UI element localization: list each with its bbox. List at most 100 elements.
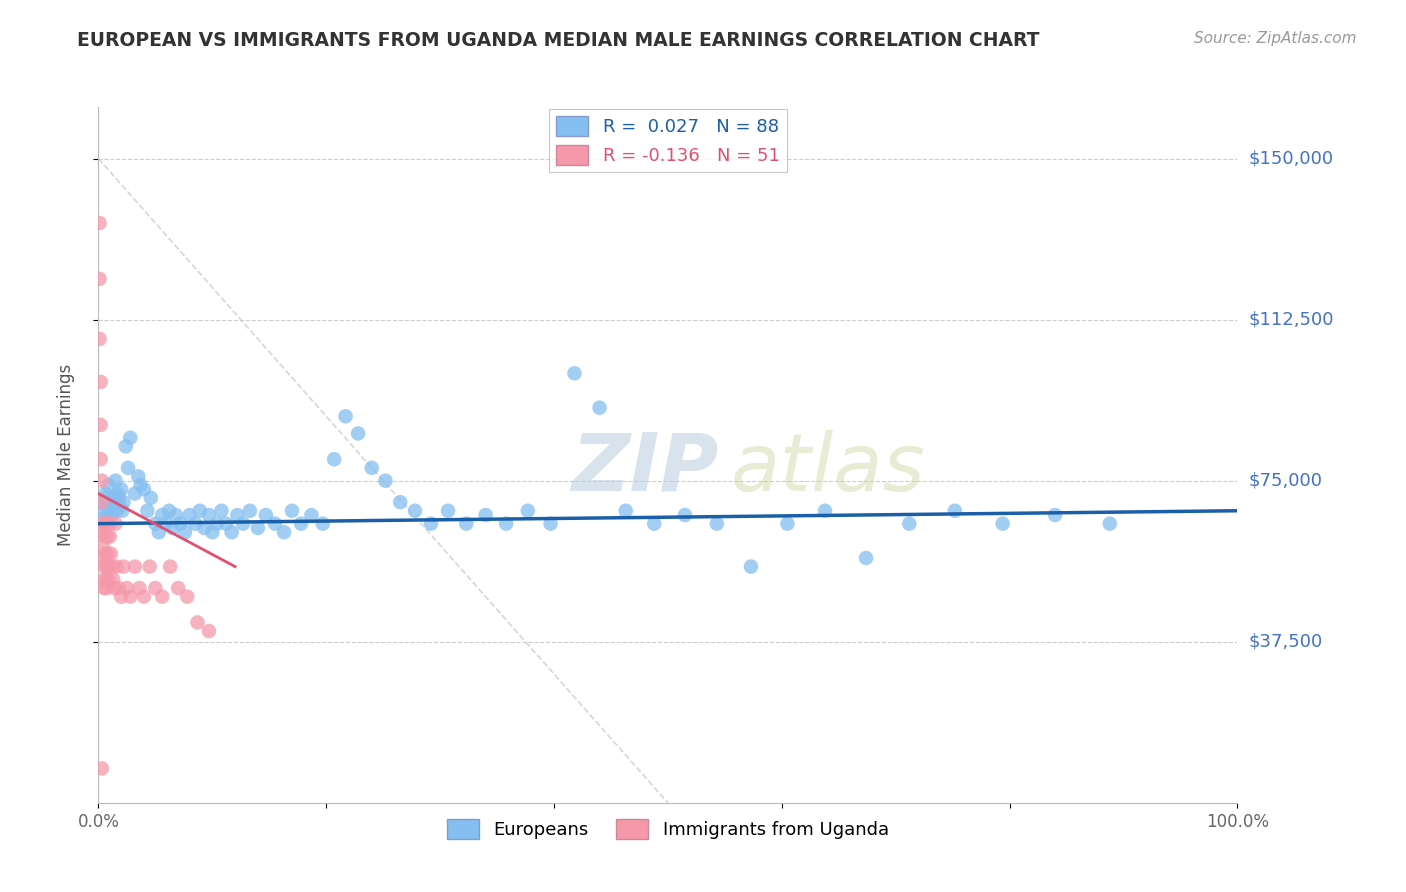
- Point: [132, 483, 155, 497]
- Point: [221, 525, 243, 540]
- Point: [155, 516, 177, 531]
- Point: [97, 573, 120, 587]
- Point: [90, 452, 112, 467]
- Point: [281, 504, 304, 518]
- Text: atlas: atlas: [731, 430, 925, 508]
- Point: [91, 538, 114, 552]
- Point: [91, 525, 114, 540]
- Point: [115, 581, 138, 595]
- Point: [186, 615, 208, 630]
- Point: [188, 504, 211, 518]
- Text: Source: ZipAtlas.com: Source: ZipAtlas.com: [1194, 31, 1357, 46]
- Point: [198, 624, 221, 638]
- Point: [89, 216, 111, 230]
- Text: ZIP: ZIP: [571, 430, 718, 508]
- Point: [110, 483, 132, 497]
- Point: [128, 581, 150, 595]
- Point: [105, 559, 128, 574]
- Point: [96, 491, 118, 505]
- Point: [103, 491, 125, 505]
- Point: [103, 573, 125, 587]
- Point: [193, 521, 215, 535]
- Point: [91, 512, 114, 526]
- Point: [97, 559, 120, 574]
- Point: [495, 516, 517, 531]
- Point: [1043, 508, 1066, 522]
- Point: [740, 559, 762, 574]
- Point: [90, 495, 112, 509]
- Point: [299, 508, 322, 522]
- Point: [96, 500, 118, 514]
- Point: [93, 559, 115, 574]
- Point: [111, 504, 134, 518]
- Point: [145, 516, 167, 531]
- Point: [100, 547, 122, 561]
- Point: [179, 508, 201, 522]
- Legend: Europeans, Immigrants from Uganda: Europeans, Immigrants from Uganda: [440, 812, 896, 846]
- Point: [360, 460, 382, 475]
- Point: [108, 491, 131, 505]
- Point: [157, 504, 180, 518]
- Point: [323, 452, 346, 467]
- Point: [120, 431, 142, 445]
- Point: [643, 516, 665, 531]
- Text: EUROPEAN VS IMMIGRANTS FROM UGANDA MEDIAN MALE EARNINGS CORRELATION CHART: EUROPEAN VS IMMIGRANTS FROM UGANDA MEDIA…: [77, 31, 1040, 50]
- Point: [474, 508, 496, 522]
- Point: [239, 504, 262, 518]
- Point: [335, 409, 357, 424]
- Point: [94, 547, 117, 561]
- Y-axis label: Median Male Earnings: Median Male Earnings: [56, 364, 75, 546]
- Point: [312, 516, 335, 531]
- Point: [776, 516, 799, 531]
- Point: [120, 590, 142, 604]
- Point: [90, 516, 112, 531]
- Point: [112, 559, 135, 574]
- Point: [246, 521, 269, 535]
- Point: [98, 516, 121, 531]
- Point: [437, 504, 460, 518]
- Point: [94, 529, 117, 543]
- Point: [124, 559, 146, 574]
- Point: [93, 504, 115, 518]
- Point: [93, 573, 115, 587]
- Point: [90, 495, 112, 509]
- Point: [96, 516, 118, 531]
- Point: [103, 500, 125, 514]
- Point: [94, 486, 117, 500]
- Point: [389, 495, 412, 509]
- Point: [404, 504, 426, 518]
- Point: [90, 474, 112, 488]
- Point: [89, 272, 111, 286]
- Point: [165, 508, 187, 522]
- Point: [991, 516, 1014, 531]
- Point: [90, 761, 112, 775]
- Text: $37,500: $37,500: [1249, 632, 1323, 651]
- Point: [117, 460, 139, 475]
- Point: [138, 559, 160, 574]
- Point: [706, 516, 728, 531]
- Point: [264, 516, 287, 531]
- Point: [93, 581, 115, 595]
- Point: [167, 581, 190, 595]
- Point: [159, 559, 181, 574]
- Point: [215, 516, 238, 531]
- Point: [290, 516, 312, 531]
- Point: [347, 426, 370, 441]
- Point: [94, 516, 117, 531]
- Point: [104, 474, 127, 488]
- Point: [184, 516, 207, 531]
- Point: [162, 521, 184, 535]
- Point: [100, 495, 122, 509]
- Point: [273, 525, 295, 540]
- Point: [124, 486, 146, 500]
- Point: [129, 478, 152, 492]
- Point: [148, 525, 170, 540]
- Point: [209, 504, 232, 518]
- Point: [374, 474, 396, 488]
- Point: [564, 367, 586, 381]
- Point: [226, 508, 249, 522]
- Point: [198, 508, 221, 522]
- Point: [943, 504, 966, 518]
- Point: [150, 508, 173, 522]
- Point: [90, 417, 112, 432]
